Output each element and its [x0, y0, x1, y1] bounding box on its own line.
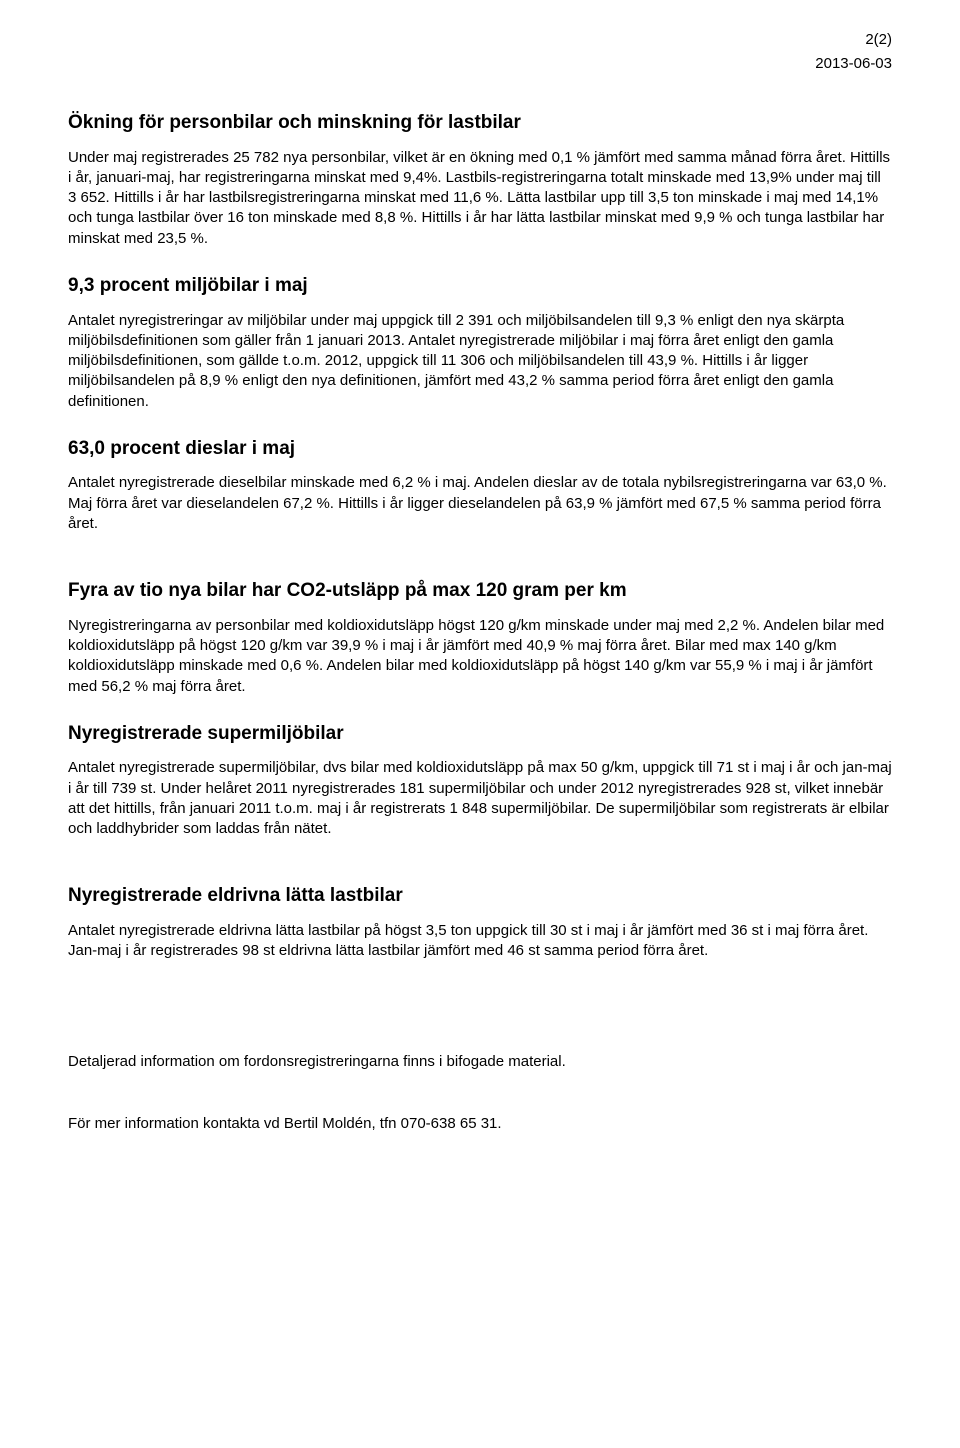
section-heading-dieslar: 63,0 procent dieslar i maj — [68, 436, 892, 462]
page-indicator: 2(2) — [68, 28, 892, 52]
section-body-miljobilar: Antalet nyregistreringar av miljöbilar u… — [68, 311, 892, 412]
section-body-supermiljobilar: Antalet nyregistrerade supermiljöbilar, … — [68, 758, 892, 839]
section-body-co2: Nyregistreringarna av personbilar med ko… — [68, 616, 892, 697]
footer-detail-text: Detaljerad information om fordonsregistr… — [68, 1052, 892, 1072]
footer-contact-text: För mer information kontakta vd Bertil M… — [68, 1114, 892, 1134]
section-heading-eldrivna: Nyregistrerade eldrivna lätta lastbilar — [68, 883, 892, 909]
section-heading-supermiljobilar: Nyregistrerade supermiljöbilar — [68, 721, 892, 747]
section-heading-okning: Ökning för personbilar och minskning för… — [68, 110, 892, 136]
section-body-okning: Under maj registrerades 25 782 nya perso… — [68, 148, 892, 249]
section-body-eldrivna: Antalet nyregistrerade eldrivna lätta la… — [68, 921, 892, 962]
section-body-dieslar: Antalet nyregistrerade dieselbilar minsk… — [68, 473, 892, 534]
page-meta: 2(2) 2013-06-03 — [68, 28, 892, 76]
section-heading-co2: Fyra av tio nya bilar har CO2-utsläpp på… — [68, 578, 892, 604]
section-heading-miljobilar: 9,3 procent miljöbilar i maj — [68, 273, 892, 299]
document-date: 2013-06-03 — [68, 52, 892, 76]
